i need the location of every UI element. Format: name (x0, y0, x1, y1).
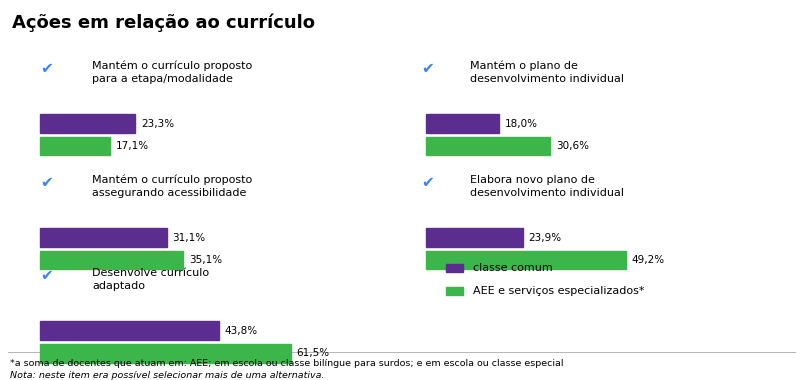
Text: ✔: ✔ (421, 175, 434, 190)
Bar (425, 114, 498, 133)
Text: 49,2%: 49,2% (631, 255, 664, 265)
Bar (40, 321, 218, 340)
Bar (40, 114, 135, 133)
Text: ✔: ✔ (40, 268, 53, 283)
Text: 35,1%: 35,1% (188, 255, 221, 265)
Text: 31,1%: 31,1% (172, 233, 205, 242)
Text: Ações em relação ao currículo: Ações em relação ao currículo (12, 13, 314, 32)
Text: *a soma de docentes que atuam em: AEE; em escola ou classe bilíngue para surdos;: *a soma de docentes que atuam em: AEE; e… (10, 359, 562, 368)
Text: ✔: ✔ (421, 61, 434, 76)
Text: 30,6%: 30,6% (555, 141, 588, 151)
Text: 43,8%: 43,8% (224, 326, 257, 336)
Bar (445, 287, 463, 295)
Text: Elabora novo plano de
desenvolvimento individual: Elabora novo plano de desenvolvimento in… (469, 175, 623, 198)
Bar (425, 228, 522, 247)
Bar (40, 251, 183, 269)
Text: AEE e serviços especializados*: AEE e serviços especializados* (472, 286, 644, 296)
Text: Mantém o currículo proposto
assegurando acessibilidade: Mantém o currículo proposto assegurando … (92, 175, 253, 198)
Text: Desenvolve currículo
adaptado: Desenvolve currículo adaptado (92, 268, 209, 291)
Bar (425, 251, 626, 269)
Text: 61,5%: 61,5% (296, 348, 329, 358)
Text: 17,1%: 17,1% (115, 141, 148, 151)
Text: Mantém o currículo proposto
para a etapa/modalidade: Mantém o currículo proposto para a etapa… (92, 61, 253, 84)
Bar (40, 137, 110, 155)
Bar (40, 228, 167, 247)
Bar (40, 344, 290, 363)
Bar (425, 137, 549, 155)
Text: ✔: ✔ (40, 61, 53, 76)
Text: 23,9%: 23,9% (528, 233, 561, 242)
Text: ✔: ✔ (40, 175, 53, 190)
Bar (445, 264, 463, 272)
Text: 18,0%: 18,0% (504, 119, 537, 128)
Text: classe comum: classe comum (472, 263, 552, 273)
Text: Mantém o plano de
desenvolvimento individual: Mantém o plano de desenvolvimento indivi… (469, 61, 623, 84)
Text: Nota: neste item era possível selecionar mais de uma alternativa.: Nota: neste item era possível selecionar… (10, 370, 324, 380)
Text: 23,3%: 23,3% (140, 119, 174, 128)
